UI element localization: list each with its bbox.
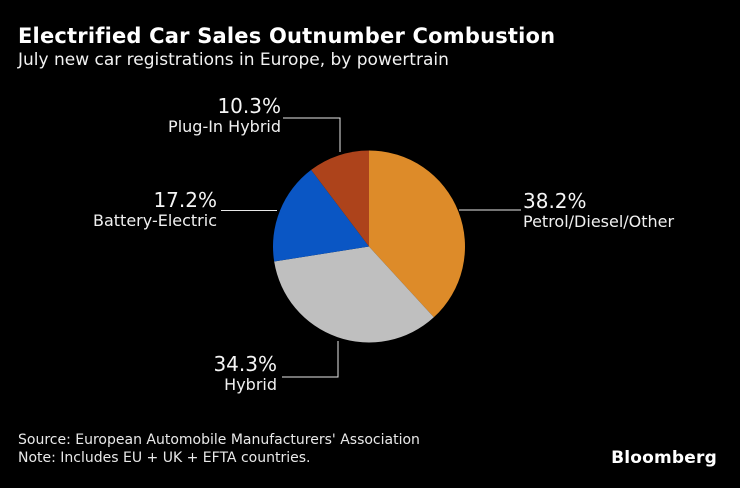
hybrid-label: Hybrid	[224, 375, 277, 394]
plug-in-hybrid-label: Plug-In Hybrid	[168, 117, 281, 136]
bloomberg-logo: Bloomberg	[611, 448, 717, 468]
hybrid-percent: 34.3%	[213, 352, 277, 376]
pie-slice-plug-in-hybrid	[311, 150, 369, 247]
callout-line-plug-in-hybrid	[283, 117, 341, 152]
chart-subtitle: July new car registrations in Europe, by…	[18, 50, 449, 70]
plug-in-hybrid-percent: 10.3%	[217, 94, 281, 118]
callout-plug-in-hybrid: 10.3% Plug-In Hybrid	[168, 94, 281, 136]
pie-slice-hybrid	[274, 246, 434, 343]
callout-line-hybrid	[282, 341, 339, 378]
pie-slice-battery-electric	[272, 169, 369, 262]
petrol-diesel-other-percent: 38.2%	[523, 189, 587, 213]
callout-petrol-diesel-other: 38.2% Petrol/Diesel/Other	[523, 189, 674, 231]
note-text: Note: Includes EU + UK + EFTA countries.	[18, 449, 311, 466]
callout-hybrid: 34.3% Hybrid	[213, 352, 277, 394]
pie-slice-petrol-diesel-other	[369, 150, 465, 318]
battery-electric-label: Battery-Electric	[93, 211, 217, 230]
source-text: Source: European Automobile Manufacturer…	[18, 432, 420, 448]
battery-electric-percent: 17.2%	[153, 188, 217, 212]
chart-title: Electrified Car Sales Outnumber Combusti…	[18, 24, 556, 48]
footer: Source: European Automobile Manufacturer…	[18, 432, 420, 467]
petrol-diesel-other-label: Petrol/Diesel/Other	[523, 212, 675, 231]
callout-battery-electric: 17.2% Battery-Electric	[93, 188, 217, 230]
